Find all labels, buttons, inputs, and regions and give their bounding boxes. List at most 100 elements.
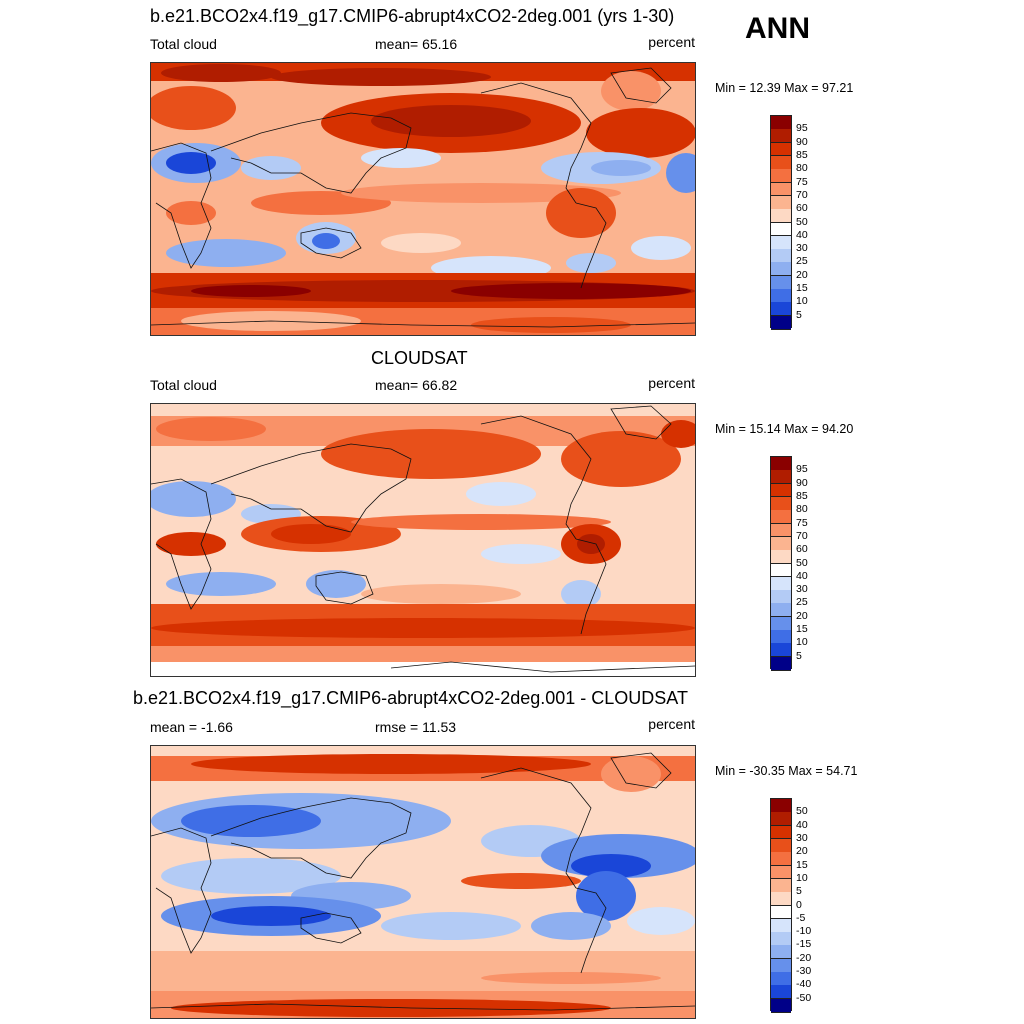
variable-label: Total cloud [150,36,217,52]
colorbar-swatch [771,142,791,157]
units-label: percent [648,375,695,391]
colorbar-tick-label: 70 [796,188,808,201]
colorbar-swatches [770,115,792,330]
colorbar-swatch [771,799,791,813]
colorbar-tick-label: 30 [796,583,808,596]
colorbar-swatch [771,878,791,893]
colorbar-swatch [771,812,791,827]
colorbar-tick-label: 30 [796,242,808,255]
colorbar-tick-label: 15 [796,282,808,295]
colorbar-tick-label: 70 [796,529,808,542]
colorbar-tick-label: 40 [796,818,808,831]
colorbar-swatch [771,249,791,263]
colorbar-tick-label: 90 [796,135,808,148]
colorbar-tick-label: 50 [796,805,808,818]
colorbar-tick-label: -50 [796,991,812,1004]
colorbar-swatch [771,116,791,130]
panel-title: b.e21.BCO2x4.f19_g17.CMIP6-abrupt4xCO2-2… [150,6,675,26]
colorbar-tick-label: 20 [796,845,808,858]
colorbar-swatch [771,865,791,880]
colorbar-tick-label: 90 [796,476,808,489]
colorbar-swatch [771,222,791,237]
colorbar-tick-label: -5 [796,911,806,924]
colorbar-tick-label: 95 [796,463,808,476]
colorbar-tick-label: 60 [796,202,808,215]
units-label: percent [648,716,695,732]
colorbar-tick-label: 60 [796,543,808,556]
colorbar-swatch [771,315,791,330]
panel-title: b.e21.BCO2x4.f19_g17.CMIP6-abrupt4xCO2-2… [133,688,688,708]
colorbar-tick-label: 5 [796,885,802,898]
colorbar-tick-label: 15 [796,623,808,636]
colorbar-swatch [771,169,791,184]
colorbar-tick-label: 75 [796,516,808,529]
colorbar-tick-label: 10 [796,295,808,308]
colorbar-tick-label: 40 [796,228,808,241]
map-model [150,62,696,336]
map-obs-field [151,404,695,676]
colorbar-swatch [771,275,791,290]
colorbar-swatch [771,825,791,840]
colorbar-swatch [771,496,791,511]
colorbar-swatch [771,235,791,250]
colorbar-tick-label: 25 [796,596,808,609]
colorbar-swatch [771,457,791,471]
colorbar-tick-label: -10 [796,925,812,938]
colorbar-swatch [771,470,791,485]
colorbar-tick-label: 10 [796,871,808,884]
colorbar-tick-label: 40 [796,569,808,582]
colorbar-tick-label: 85 [796,148,808,161]
colorbar-tick-label: -30 [796,965,812,978]
colorbar-swatch [771,195,791,210]
map-diff [150,745,696,1019]
colorbar-swatch [771,892,791,906]
colorbar-swatch [771,932,791,946]
colorbar-tick-label: 0 [796,898,802,911]
colorbar-swatch [771,838,791,853]
colorbar-swatch [771,918,791,933]
mean-label: mean= 66.82 [375,377,458,393]
units-label: percent [648,34,695,50]
colorbar-tick-label: 85 [796,489,808,502]
colorbar-tick-label: 20 [796,609,808,622]
colorbar-tick-label: 20 [796,268,808,281]
colorbar-tick-label: 80 [796,503,808,516]
colorbar-swatch [771,523,791,538]
colorbar-swatch [771,905,791,920]
colorbar-swatch [771,550,791,564]
colorbar-tick-label: 30 [796,831,808,844]
colorbar-swatch [771,656,791,671]
colorbar-tick-label: 80 [796,162,808,175]
colorbar-swatch [771,998,791,1013]
colorbar-swatch [771,958,791,973]
colorbar-swatch [771,643,791,658]
colorbar-swatch [771,590,791,604]
colorbar-swatches [770,456,792,671]
rmse-label: rmse = 11.53 [375,719,457,735]
colorbar-swatch [771,985,791,1000]
colorbar-swatch [771,563,791,578]
colorbar-swatch [771,262,791,277]
map-model-field [151,63,695,335]
colorbar-swatch [771,182,791,197]
mean-label: mean = -1.66 [150,719,233,735]
mean-label: mean= 65.16 [375,36,458,52]
colorbar-swatch [771,289,791,303]
colorbar-swatches [770,798,792,1013]
colorbar-swatch [771,129,791,144]
colorbar-tick-label: -40 [796,978,812,991]
colorbar-tick-label: 75 [796,175,808,188]
colorbar-swatch [771,209,791,223]
colorbar-tick-label: 50 [796,556,808,569]
colorbar-tick-label: 5 [796,308,802,321]
colorbar-tick-label: -15 [796,938,812,951]
colorbar-swatch [771,510,791,525]
colorbar-tick-label: -20 [796,951,812,964]
season-label: ANN [745,12,810,45]
colorbar-tick-label: 10 [796,636,808,649]
minmax-label: Min = 12.39 Max = 97.21 [715,81,854,95]
colorbar-swatch [771,945,791,960]
panel-title: CLOUDSAT [371,348,468,368]
colorbar-swatch [771,630,791,644]
colorbar-tick-label: 25 [796,255,808,268]
